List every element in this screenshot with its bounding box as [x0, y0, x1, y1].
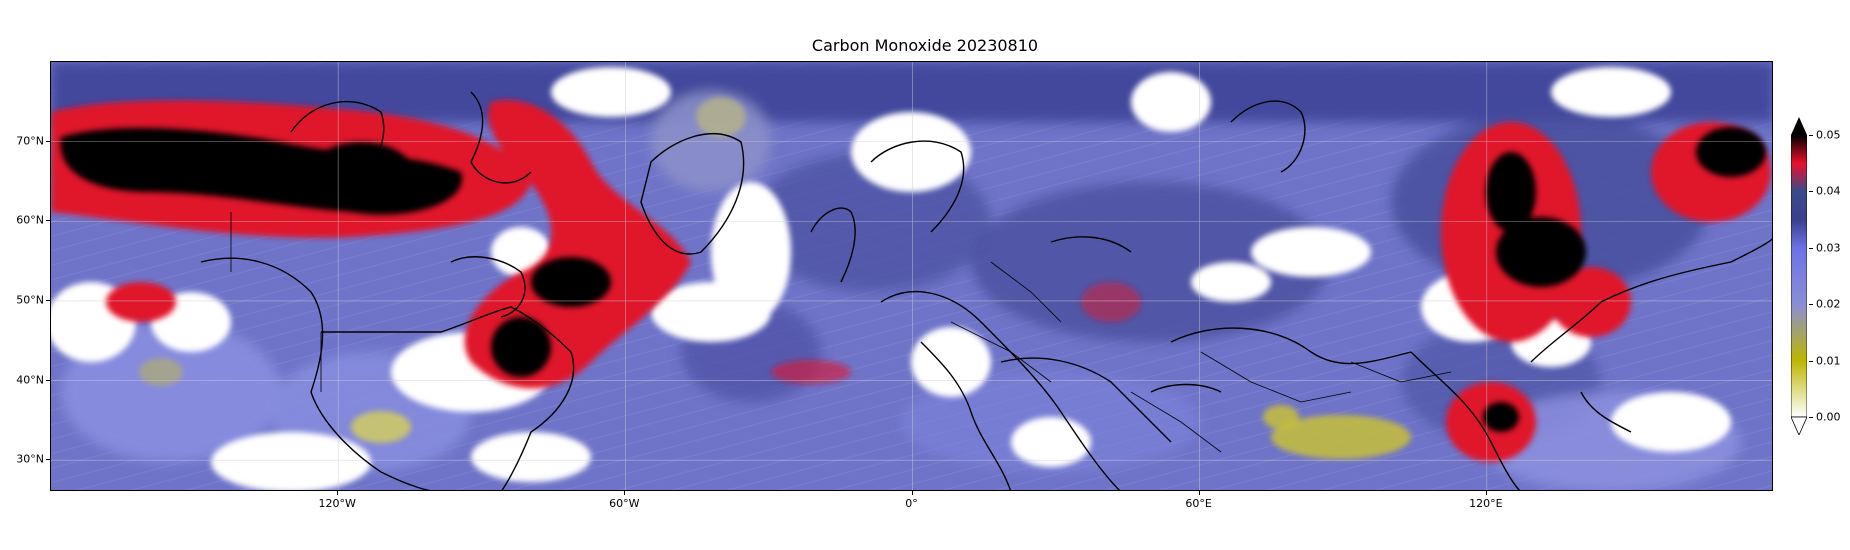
coastlines: [200, 91, 1772, 490]
map-title: Carbon Monoxide 20230810: [811, 36, 1039, 55]
lon-tick-mark: [911, 491, 913, 495]
lat-tick-label: 60°N: [16, 213, 44, 227]
colorbar-tick-label: 0.04: [1816, 184, 1841, 198]
lat-tick-mark: [46, 140, 50, 142]
lon-tick-label: 60°E: [1185, 497, 1212, 510]
colorbar-tick-mark: [1809, 135, 1813, 136]
colorbar-tick-mark: [1809, 247, 1813, 249]
lat-tick-label: 50°N: [16, 293, 44, 307]
map-canvas: [51, 62, 1772, 490]
co-concentration-map[interactable]: [50, 61, 1773, 491]
colorbar: [1791, 117, 1807, 435]
colorbar-tick-label: 0.00: [1816, 410, 1841, 424]
colorbar-tick-mark: [1809, 360, 1813, 362]
co-very-low-regions: [139, 97, 1411, 459]
lat-tick-mark: [46, 220, 50, 222]
lat-tick-label: 70°N: [16, 134, 44, 148]
colorbar-extend-min-arrow: [1791, 416, 1807, 435]
lat-tick-label: 40°N: [16, 373, 44, 387]
lat-tick-mark: [46, 299, 50, 301]
colorbar-tick-label: 0.05: [1816, 128, 1841, 142]
colorbar-tick-mark: [1809, 191, 1813, 193]
lat-tick-mark: [46, 459, 50, 461]
lat-tick-mark: [46, 379, 50, 381]
colorbar-gradient: [1791, 134, 1807, 418]
colorbar-tick-label: 0.02: [1816, 297, 1841, 311]
lon-tick-mark: [624, 491, 626, 495]
lon-tick-label: 120°E: [1469, 497, 1503, 510]
lon-tick-label: 60°W: [609, 497, 640, 510]
no-data-cloud-gaps: [51, 67, 1731, 490]
colorbar-tick-label: 0.01: [1816, 354, 1841, 368]
colorbar-tick-mark: [1809, 417, 1813, 418]
lon-tick-mark: [1198, 491, 1200, 495]
colorbar-extend-max-arrow: [1791, 117, 1807, 135]
colorbar-tick-label: 0.03: [1816, 241, 1841, 255]
colorbar-tick-mark: [1809, 304, 1813, 306]
graticule: [51, 62, 1772, 490]
lon-tick-mark: [1485, 491, 1487, 495]
country-borders: [230, 212, 1452, 453]
lon-tick-label: 120°W: [318, 497, 356, 510]
lon-tick-mark: [337, 491, 339, 495]
lon-tick-label: 0°: [905, 497, 918, 510]
lat-tick-label: 30°N: [16, 452, 44, 466]
co-extreme-cores: [60, 127, 1766, 432]
